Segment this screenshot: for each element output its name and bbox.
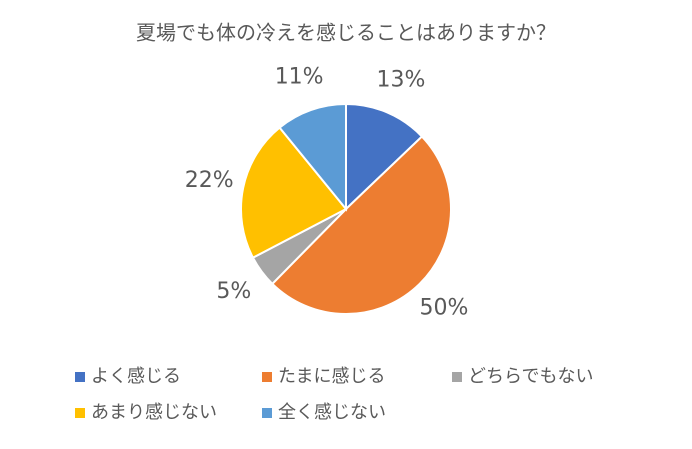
pie-slice [345, 102, 424, 212]
data-label: 11% [275, 64, 324, 89]
legend-label: よく感じる [91, 366, 181, 387]
data-label: 13% [376, 68, 425, 93]
data-label: 22% [185, 168, 234, 193]
legend-label: どちらでもない [468, 366, 593, 387]
chart-title: 夏場でも体の冷えを感じることはありますか？ [136, 21, 556, 45]
data-label: 5% [216, 279, 251, 304]
pie-slice [270, 135, 452, 315]
legend-swatch [75, 372, 85, 382]
legend-label: 全く感じない [278, 402, 386, 423]
legend-swatch [262, 408, 272, 418]
pie-slice [278, 102, 347, 212]
legend-swatch [262, 372, 272, 382]
legend-swatch [452, 372, 462, 382]
legend-label: たまに感じる [278, 366, 385, 387]
data-label: 50% [420, 296, 469, 321]
legend-label: あまり感じない [91, 402, 217, 423]
pie-slice [240, 126, 348, 260]
legend-swatch [75, 408, 85, 418]
